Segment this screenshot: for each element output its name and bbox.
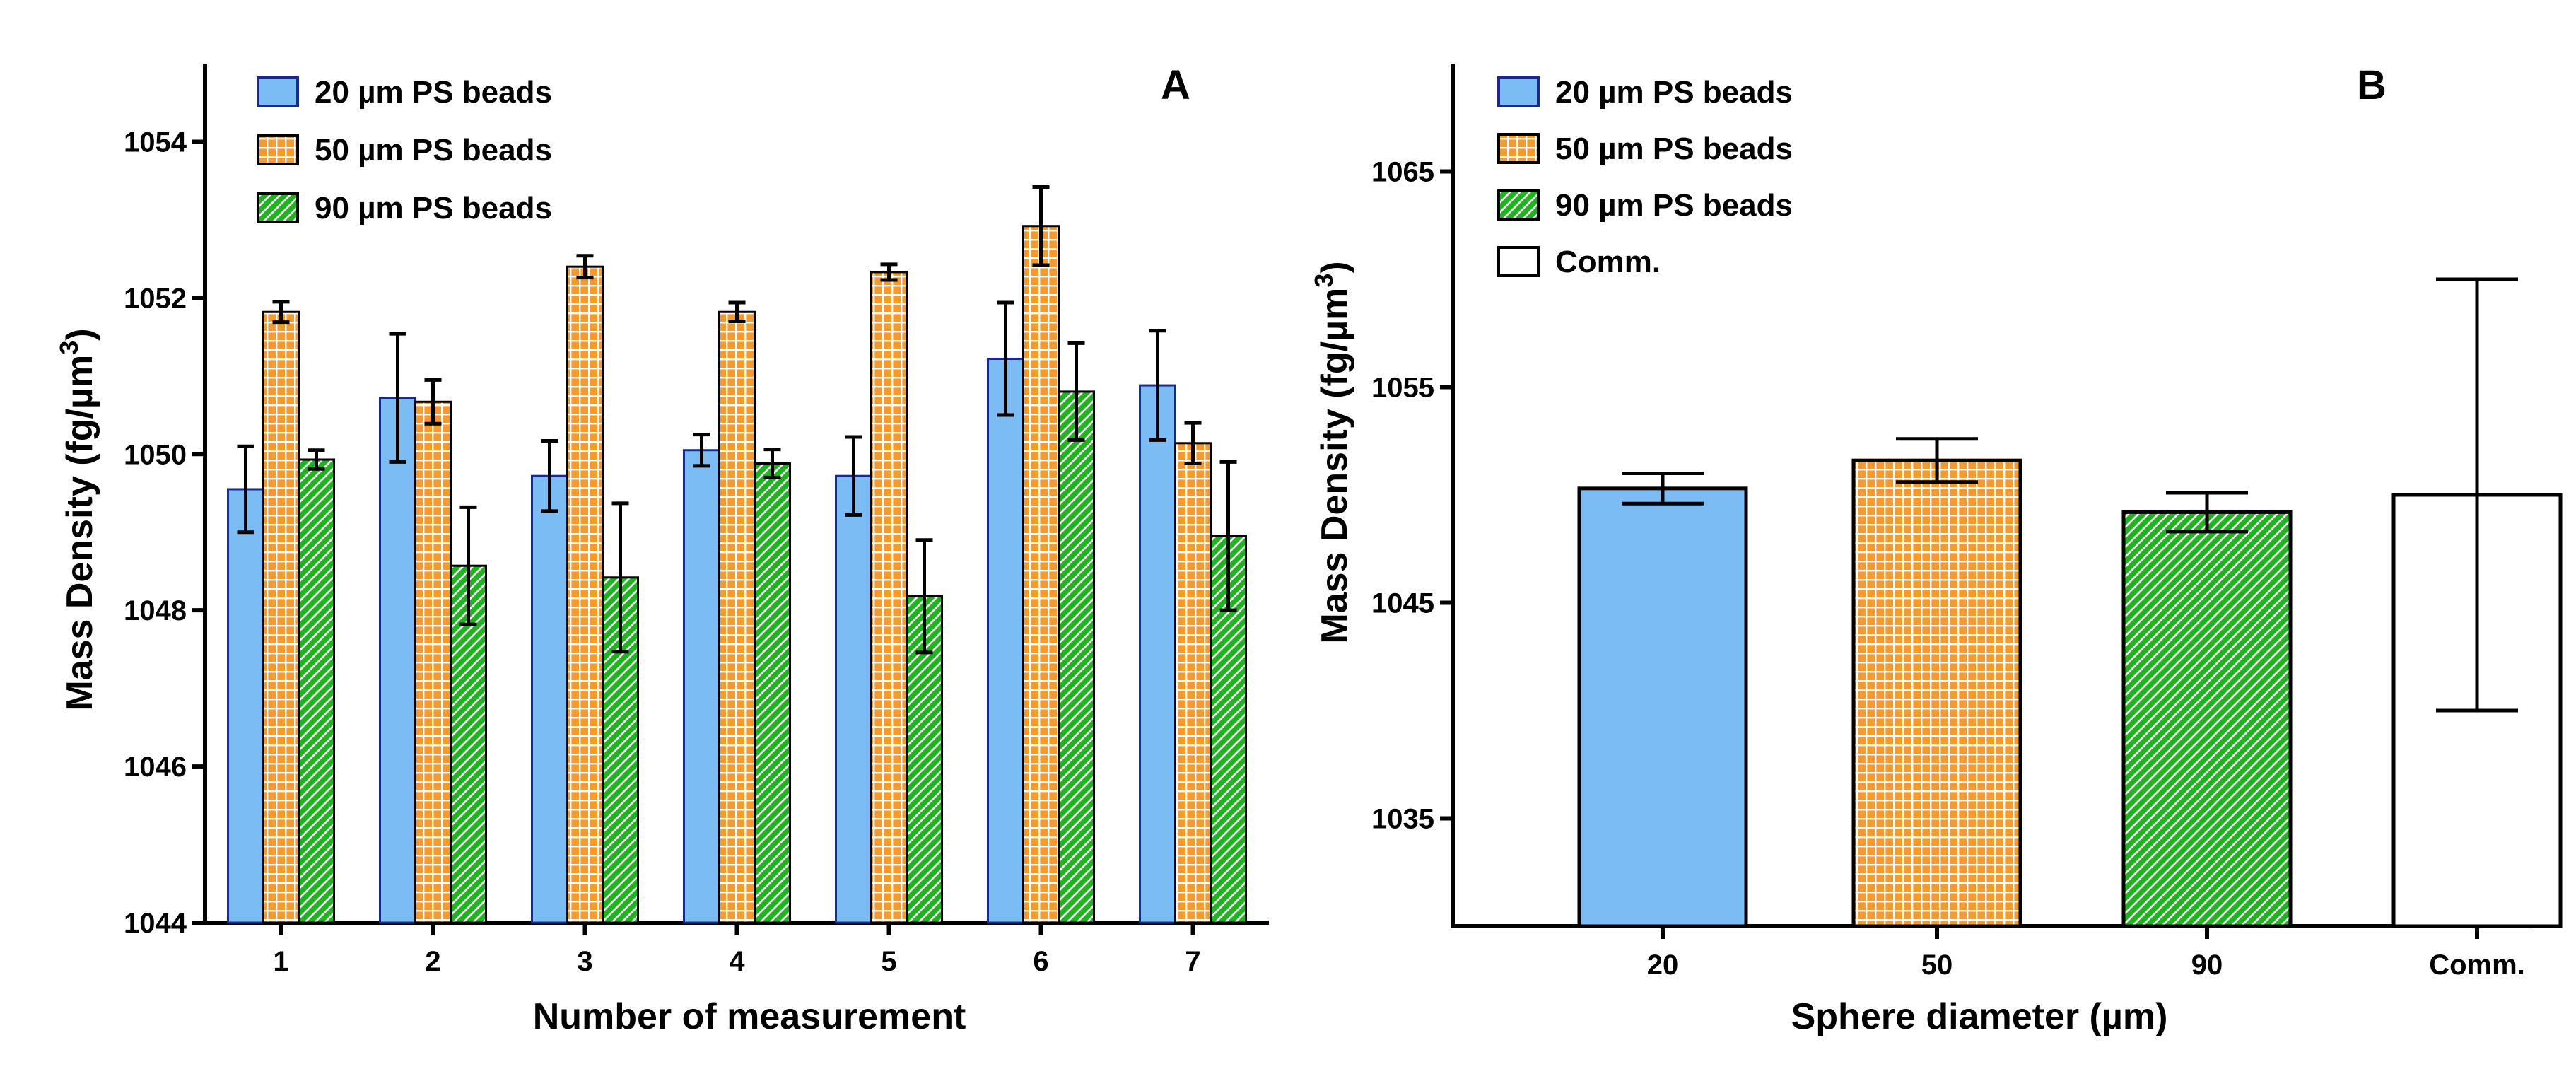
panel-a-bar-50-m-ps-beads-m4	[718, 310, 756, 924]
panel-a-bar-20-m-ps-beads-m2	[379, 397, 416, 924]
panel-a-x-tick-label-7: 7	[1185, 946, 1200, 977]
panel-a-x-tick-label-3: 3	[577, 946, 592, 977]
panel-a-x-tick-label-2: 2	[425, 946, 440, 977]
panel-a-bar-50-m-ps-beads-m3	[566, 265, 604, 924]
panel-a-bar-20-m-ps-beads-m6	[987, 358, 1024, 924]
panel-a-x-tick-label-6: 6	[1033, 946, 1048, 977]
panel-a-bar-50-m-ps-beads-m7	[1174, 442, 1212, 924]
panel-a-bars	[227, 185, 1247, 924]
panel-a-bar-20-m-ps-beads-m5	[835, 474, 872, 924]
panel-b-legend-swatch-4	[1497, 246, 1540, 277]
panel-a-legend-swatch-1	[257, 76, 299, 107]
panel-b-y-axis-title: Mass Density (fg/µm3)	[1309, 261, 1355, 643]
panel-a-y-tick-label-1046: 1046	[124, 752, 187, 783]
panel-b-y-tick-label-1045: 1045	[1371, 588, 1434, 619]
panel-b-ticks: 1035 1045 1055 1065 20 50 90 Comm.	[1371, 157, 2525, 981]
panel-a-bar-20-m-ps-beads-m4	[683, 449, 720, 924]
panel-b-bar-50	[1851, 458, 2022, 928]
panel-a-x-tick-label-4: 4	[729, 946, 745, 977]
panel-a-y-tick-label-1054: 1054	[124, 127, 187, 158]
panel-a-bar-20-m-ps-beads-m7	[1139, 384, 1176, 924]
panel-b-x-tick-label-comm: Comm.	[2429, 950, 2525, 981]
panel-b-legend-label-3: 90 µm PS beads	[1555, 188, 1793, 223]
panel-a-legend-label-1: 20 µm PS beads	[315, 75, 552, 110]
panel-a-legend-swatch-3	[257, 192, 299, 223]
panel-b-legend-label-1: 20 µm PS beads	[1555, 75, 1793, 110]
panel-a-bar-20-m-ps-beads-m1	[227, 488, 264, 924]
panel-a-bar-50-m-ps-beads-m2	[414, 400, 452, 924]
panel-a-bar-50-m-ps-beads-m1	[262, 310, 300, 924]
panel-a-bar-90-m-ps-beads-m4	[754, 462, 791, 924]
panel-b-legend-label-4: Comm.	[1555, 245, 1661, 279]
panel-a: 1044 1046 1048 1050 1052 1054 1 2 3 4 5 6 7 Number o…	[54, 62, 1269, 1037]
panel-b-legend-swatch-3	[1497, 189, 1540, 221]
panel-a-x-tick-label-5: 5	[881, 946, 896, 977]
panel-b-x-axis-title: Sphere diameter (µm)	[1791, 996, 2168, 1037]
panel-b-legend-swatch-1	[1497, 76, 1540, 107]
panel-a-bar-90-m-ps-beads-m6	[1058, 390, 1095, 924]
panel-a-ticks: 1044 1046 1048 1050 1052 1054 1 2 3 4 5 6 7	[124, 127, 1201, 977]
panel-b-x-tick-label-90: 90	[2191, 950, 2223, 981]
panel-a-x-axis-title: Number of measurement	[533, 996, 966, 1037]
panel-b-label: B	[2357, 62, 2387, 108]
panel-b-legend-swatch-2	[1497, 133, 1540, 164]
panel-a-bar-50-m-ps-beads-m5	[870, 271, 908, 924]
panel-a-bar-20-m-ps-beads-m3	[531, 474, 568, 924]
panel-b-y-tick-label-1035: 1035	[1371, 804, 1434, 835]
panel-b: 1035 1045 1055 1065 20 50 90 Comm. Sphere diame…	[1309, 62, 2563, 1037]
panel-b-y-tick-label-1065: 1065	[1371, 157, 1434, 188]
panel-b-legend: 20 µm PS beads 50 µm PS beads 90 µm PS bea…	[1497, 75, 1793, 279]
panel-a-legend: 20 µm PS beads 50 µm PS beads 90 µm PS bea…	[257, 75, 552, 226]
panel-a-legend-label-2: 50 µm PS beads	[315, 133, 552, 168]
panel-b-bar-90	[2121, 510, 2293, 928]
panel-a-y-tick-label-1052: 1052	[124, 283, 187, 314]
panel-a-bar-90-m-ps-beads-m1	[298, 458, 335, 924]
panel-b-x-tick-label-50: 50	[1921, 950, 1953, 981]
panel-a-y-tick-label-1048: 1048	[124, 595, 187, 626]
panel-a-y-tick-label-1050: 1050	[124, 439, 187, 470]
panel-a-legend-label-3: 90 µm PS beads	[315, 191, 552, 226]
panel-a-y-tick-label-1044: 1044	[124, 908, 187, 939]
panel-b-x-tick-label-20: 20	[1647, 950, 1679, 981]
panel-b-bars	[1577, 277, 2563, 928]
panel-b-legend-label-2: 50 µm PS beads	[1555, 132, 1793, 166]
panel-a-x-tick-label-1: 1	[273, 946, 288, 977]
panel-a-y-axis-title: Mass Density (fg/µm3)	[54, 328, 100, 711]
panel-b-bar-20	[1577, 486, 1748, 928]
panel-b-y-tick-label-1055: 1055	[1371, 373, 1434, 404]
panel-a-bar-50-m-ps-beads-m6	[1022, 225, 1060, 924]
panel-a-legend-swatch-2	[257, 134, 299, 165]
panel-a-label: A	[1161, 62, 1190, 108]
